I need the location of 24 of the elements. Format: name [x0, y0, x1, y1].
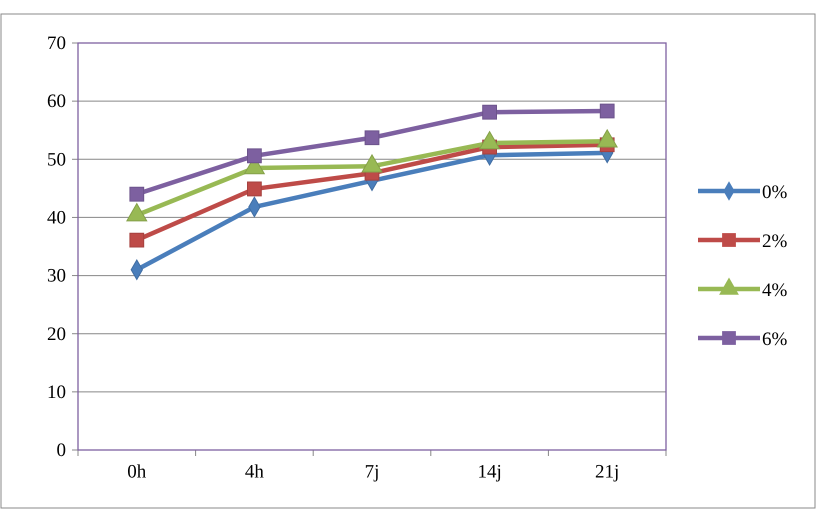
- point: [247, 182, 262, 196]
- legend-label: 2%: [762, 231, 788, 252]
- legend-label: 0%: [762, 182, 788, 203]
- point: [364, 130, 380, 146]
- point: [482, 104, 497, 120]
- y-tick-label: 10: [47, 382, 66, 403]
- y-tick-label: 0: [56, 440, 66, 462]
- y-tick-label: 20: [47, 324, 66, 345]
- y-tick-label: 70: [47, 33, 66, 54]
- y-tick-label: 40: [47, 208, 66, 229]
- y-tick-label: 30: [47, 266, 66, 287]
- point: [600, 104, 615, 118]
- legend-label: 6%: [762, 329, 788, 350]
- y-tick-label: 50: [47, 149, 66, 170]
- point: [247, 148, 262, 164]
- x-tick-label: 4h: [244, 461, 264, 482]
- y-tick-label: 60: [47, 91, 66, 112]
- x-tick-label: 0h: [127, 461, 147, 482]
- x-tick-label: 21j: [595, 461, 620, 482]
- legend-label: 4%: [762, 280, 788, 301]
- x-tick-label: 7j: [364, 461, 380, 482]
- point: [129, 186, 144, 202]
- point: [129, 232, 144, 248]
- x-tick-label: 14j: [477, 461, 502, 482]
